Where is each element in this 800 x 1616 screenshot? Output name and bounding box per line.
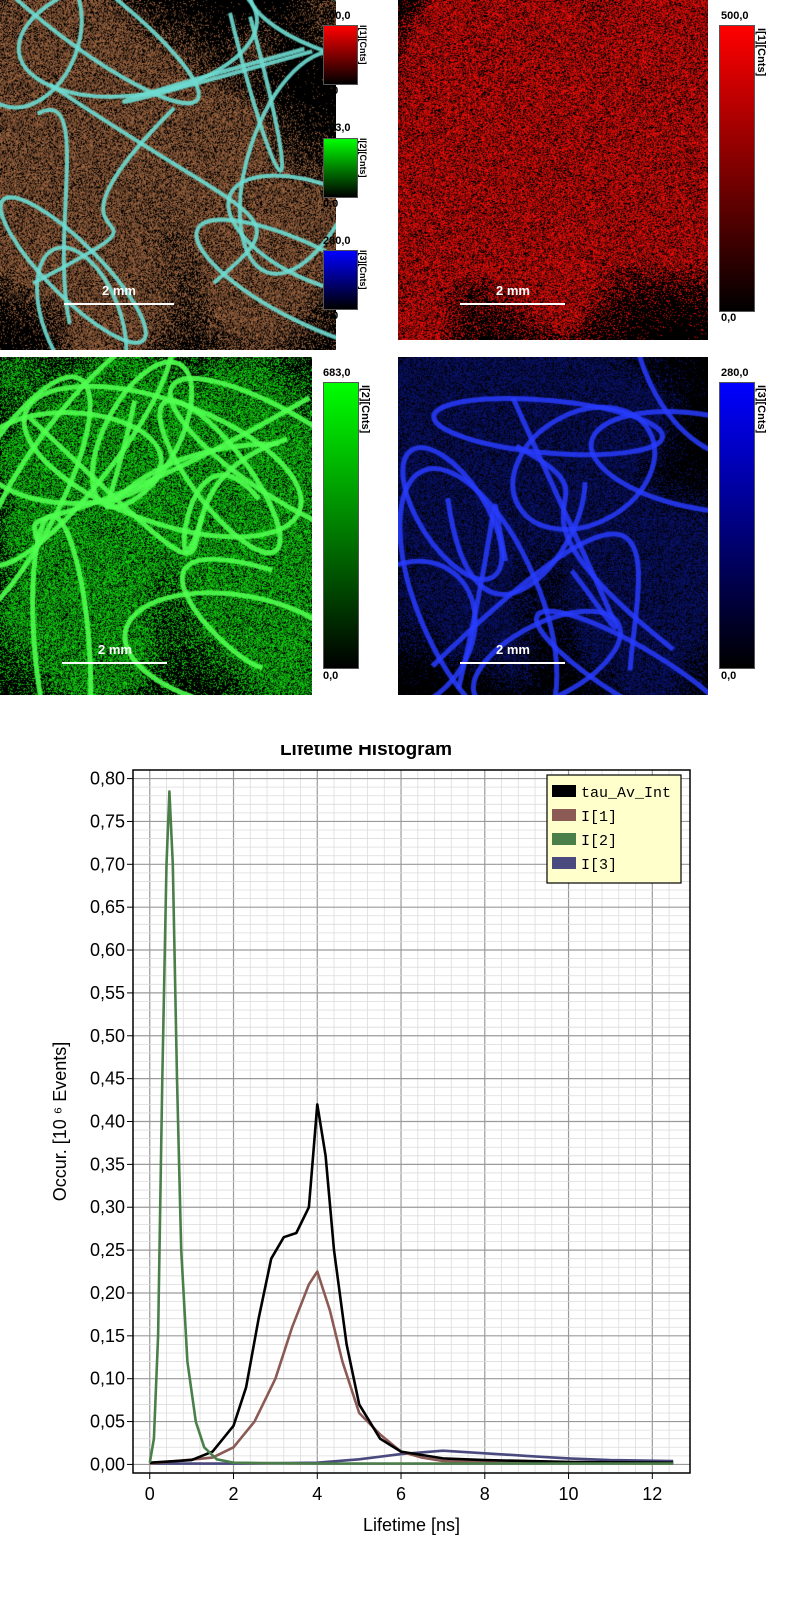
y-tick-label: 0,75	[90, 811, 125, 831]
y-tick-label: 0,05	[90, 1412, 125, 1432]
colorbar-gradient	[323, 25, 358, 85]
colorbar-max-label: 500,0	[721, 10, 749, 22]
colorbar-title: I[3][Cnts]	[358, 250, 368, 290]
colorbar-min-label: 0,0	[721, 670, 737, 682]
colorbar-title: I[2][Cnts]	[358, 138, 368, 178]
colorbar-max-label: 280,0	[323, 235, 351, 247]
y-axis-label: Occur. [10 ⁶ Events]	[50, 1042, 70, 1201]
scale-bar-label: 2 mm	[102, 283, 136, 298]
y-tick-label: 0,35	[90, 1154, 125, 1174]
y-tick-label: 0,25	[90, 1240, 125, 1260]
colorbar-min-label: 0,0	[323, 310, 339, 322]
colorbar-gradient	[323, 138, 358, 198]
green-intensity-image: 2 mm	[0, 357, 336, 707]
legend-swatch	[552, 857, 576, 869]
colorbar-title: I[1][Cnts]	[755, 28, 767, 77]
legend-swatch	[552, 809, 576, 821]
series-lines	[148, 790, 674, 1465]
series-line-1	[149, 1270, 674, 1465]
scale-bar-label: 2 mm	[496, 642, 530, 657]
colorbar-max-label: 683,0	[323, 122, 351, 134]
scale-bar	[62, 662, 167, 664]
scale-bar	[64, 303, 174, 305]
x-tick-label: 12	[642, 1484, 662, 1504]
y-tick-label: 0,10	[90, 1369, 125, 1389]
colorbar-max-label: 683,0	[323, 367, 351, 379]
series-line-0	[149, 1103, 674, 1464]
y-tick-label: 0,60	[90, 940, 125, 960]
legend-label: I[2]	[581, 833, 617, 850]
x-tick-label: 6	[396, 1484, 406, 1504]
legend-swatch	[552, 785, 576, 797]
colorbar-gradient	[323, 382, 359, 669]
y-tick-label: 0,45	[90, 1069, 125, 1089]
y-tick-label: 0,50	[90, 1026, 125, 1046]
chart-legend: tau_Av_Int I[1] I[2] I[3]	[546, 774, 682, 884]
lifetime-histogram-chart: Lifetime Histogram 0 2 4 6 8 10 12 0,00 0,05 0,10…	[50, 745, 691, 1535]
colorbar-title: I[3][Cnts]	[755, 385, 767, 434]
merged-intensity-image: 2 mm	[0, 0, 336, 350]
x-tick-label: 2	[229, 1484, 239, 1504]
scale-bar-label: 2 mm	[496, 283, 530, 298]
scale-bar	[460, 303, 565, 305]
x-tick-label: 4	[312, 1484, 322, 1504]
colorbar-gradient	[719, 25, 755, 312]
merged-image-canvas	[0, 0, 336, 350]
y-tick-label: 0,20	[90, 1283, 125, 1303]
scale-bar-label: 2 mm	[98, 642, 132, 657]
x-tick-label: 8	[480, 1484, 490, 1504]
x-tick-label: 10	[559, 1484, 579, 1504]
y-tick-label: 0,00	[90, 1454, 125, 1474]
legend-swatch	[552, 833, 576, 845]
colorbar-min-label: 0,0	[323, 198, 339, 210]
y-tick-label: 0,30	[90, 1197, 125, 1217]
colorbar-max-label: 500,0	[323, 10, 351, 22]
series-line-2	[148, 790, 674, 1465]
x-tick-label: 0	[145, 1484, 155, 1504]
y-tick-label: 0,65	[90, 897, 125, 917]
y-tick-label: 0,80	[90, 769, 125, 789]
colorbar-gradient	[323, 250, 358, 310]
y-tick-label: 0,70	[90, 854, 125, 874]
chart-title: Lifetime Histogram	[280, 745, 452, 760]
red-image-canvas	[398, 0, 708, 340]
colorbar-gradient	[719, 382, 755, 669]
colorbar-min-label: 0,0	[323, 85, 339, 97]
green-image-canvas	[0, 357, 312, 695]
red-intensity-image: 2 mm	[398, 0, 734, 350]
y-tick-label: 0,15	[90, 1326, 125, 1346]
blue-image-canvas	[398, 357, 708, 695]
legend-label: tau_Av_Int	[581, 785, 671, 802]
blue-intensity-image: 2 mm	[398, 357, 734, 707]
y-tick-label: 0,40	[90, 1112, 125, 1132]
axis-ticks: 0 2 4 6 8 10 12 0,00 0,05 0,10 0,15 0,20 0,25 0,30 0,3…	[90, 769, 662, 1504]
colorbar-min-label: 0,0	[721, 312, 737, 324]
y-tick-label: 0,55	[90, 983, 125, 1003]
legend-label: I[3]	[581, 857, 617, 874]
chart-grid	[133, 770, 690, 1473]
colorbar-title: I[2][Cnts]	[359, 385, 371, 434]
legend-label: I[1]	[581, 809, 617, 826]
x-axis-label: Lifetime [ns]	[363, 1515, 460, 1535]
scale-bar	[460, 662, 565, 664]
colorbar-min-label: 0,0	[323, 670, 339, 682]
colorbar-max-label: 280,0	[721, 367, 749, 379]
colorbar-title: I[1][Cnts]	[358, 25, 368, 65]
